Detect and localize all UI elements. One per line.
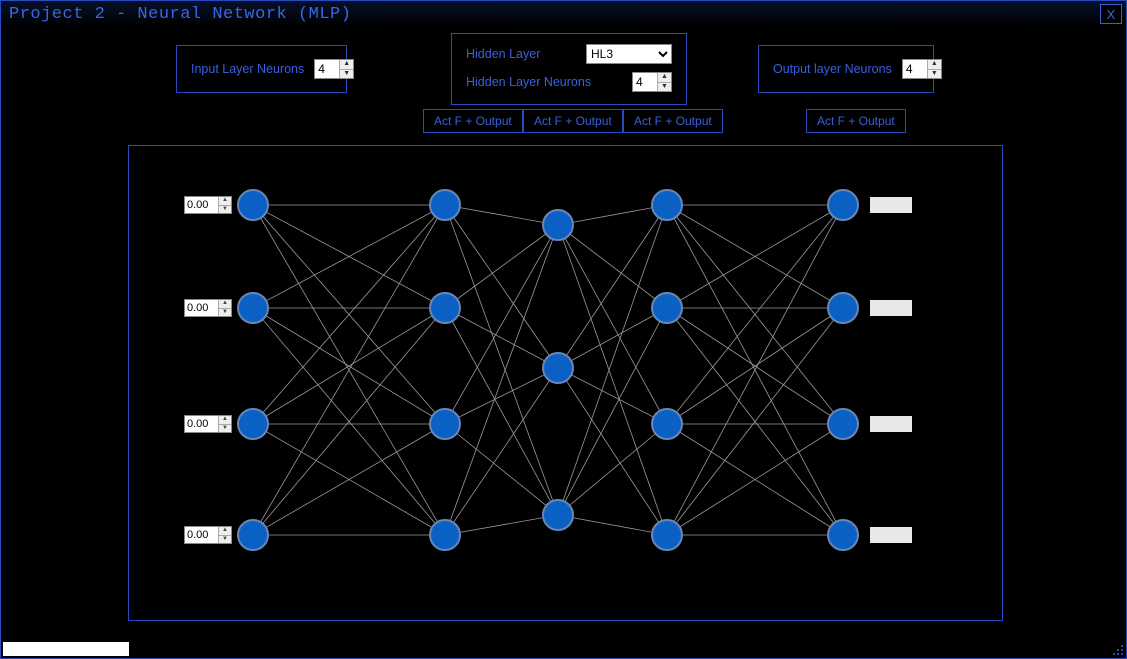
step-up-icon[interactable]: ▲ <box>219 197 231 206</box>
controls-row: Input Layer Neurons ▲▼ Hidden Layer HL3 … <box>1 33 1126 107</box>
hidden-neurons-label: Hidden Layer Neurons <box>466 75 591 89</box>
input-value-stepper[interactable]: ▲▼ <box>184 415 232 433</box>
neuron-node <box>652 409 682 439</box>
neuron-node <box>828 520 858 550</box>
input-layer-panel: Input Layer Neurons ▲▼ <box>176 45 347 93</box>
edge <box>558 225 667 308</box>
input-value-field[interactable] <box>185 416 218 432</box>
edge <box>445 205 558 225</box>
neuron-node <box>543 353 573 383</box>
input-value-stepper[interactable]: ▲▼ <box>184 196 232 214</box>
input-value-stepper[interactable]: ▲▼ <box>184 299 232 317</box>
stepper-buttons[interactable]: ▲▼ <box>218 300 231 316</box>
input-neurons-field[interactable] <box>315 60 339 78</box>
input-value-field[interactable] <box>185 197 218 213</box>
neuron-node <box>543 500 573 530</box>
input-neurons-stepper[interactable]: ▲▼ <box>314 59 354 79</box>
neuron-node <box>828 293 858 323</box>
hidden-layer-label: Hidden Layer <box>466 47 540 61</box>
step-up-icon[interactable]: ▲ <box>219 416 231 425</box>
resize-grip-icon[interactable] <box>1110 642 1124 656</box>
step-up-icon[interactable]: ▲ <box>658 73 671 83</box>
output-neurons-stepper[interactable]: ▲▼ <box>902 59 942 79</box>
output-value-box <box>870 300 912 316</box>
edge <box>445 225 558 535</box>
edge <box>445 368 558 535</box>
output-layer-panel: Output layer Neurons ▲▼ <box>758 45 934 93</box>
edge <box>558 308 667 515</box>
activation-output-button[interactable]: Act F + Output <box>523 109 623 133</box>
step-down-icon[interactable]: ▼ <box>928 70 941 79</box>
network-diagram <box>128 145 1003 621</box>
step-down-icon[interactable]: ▼ <box>219 536 231 544</box>
hidden-neurons-field[interactable] <box>633 73 657 91</box>
step-down-icon[interactable]: ▼ <box>219 425 231 433</box>
stepper-buttons[interactable]: ▲▼ <box>927 60 941 78</box>
stepper-buttons[interactable]: ▲▼ <box>218 527 231 543</box>
edge <box>445 308 558 515</box>
edge <box>558 368 667 424</box>
hidden-layer-select[interactable]: HL3 <box>586 44 672 64</box>
input-value-field[interactable] <box>185 527 218 543</box>
edge <box>558 225 667 424</box>
neuron-node <box>828 190 858 220</box>
neuron-node <box>238 190 268 220</box>
stepper-buttons[interactable]: ▲▼ <box>218 197 231 213</box>
neuron-node <box>828 409 858 439</box>
step-down-icon[interactable]: ▼ <box>340 70 353 79</box>
neuron-node <box>543 210 573 240</box>
output-value-box <box>870 197 912 213</box>
edge <box>558 205 667 515</box>
neuron-node <box>652 520 682 550</box>
app-window: Project 2 - Neural Network (MLP) X Input… <box>0 0 1127 659</box>
neuron-node <box>430 293 460 323</box>
edge <box>445 205 558 368</box>
stepper-buttons[interactable]: ▲▼ <box>218 416 231 432</box>
step-up-icon[interactable]: ▲ <box>219 300 231 309</box>
title-bar: Project 2 - Neural Network (MLP) X <box>1 1 1126 27</box>
status-progress <box>3 642 129 656</box>
window-title: Project 2 - Neural Network (MLP) <box>9 5 351 24</box>
neuron-node <box>238 409 268 439</box>
output-value-box <box>870 416 912 432</box>
output-value-box <box>870 527 912 543</box>
edge <box>558 225 667 535</box>
input-value-field[interactable] <box>185 300 218 316</box>
neuron-node <box>238 520 268 550</box>
edge <box>558 205 667 368</box>
step-up-icon[interactable]: ▲ <box>219 527 231 536</box>
hidden-neurons-stepper[interactable]: ▲▼ <box>632 72 672 92</box>
neuron-node <box>652 293 682 323</box>
neuron-node <box>430 409 460 439</box>
edge <box>445 225 558 424</box>
edge <box>558 205 667 225</box>
activation-output-button[interactable]: Act F + Output <box>423 109 523 133</box>
step-up-icon[interactable]: ▲ <box>340 60 353 70</box>
edge <box>558 368 667 535</box>
hidden-layer-panel: Hidden Layer HL3 Hidden Layer Neurons ▲▼ <box>451 33 687 105</box>
neuron-node <box>430 520 460 550</box>
neuron-node <box>430 190 460 220</box>
edge <box>445 205 558 515</box>
step-down-icon[interactable]: ▼ <box>219 206 231 214</box>
neuron-node <box>652 190 682 220</box>
edge <box>558 515 667 535</box>
activation-output-button[interactable]: Act F + Output <box>806 109 906 133</box>
step-down-icon[interactable]: ▼ <box>658 83 671 92</box>
input-value-stepper[interactable]: ▲▼ <box>184 526 232 544</box>
edge <box>445 515 558 535</box>
stepper-buttons[interactable]: ▲▼ <box>339 60 353 78</box>
close-button[interactable]: X <box>1100 4 1122 24</box>
neuron-node <box>238 293 268 323</box>
output-neurons-field[interactable] <box>903 60 927 78</box>
activation-output-button[interactable]: Act F + Output <box>623 109 723 133</box>
edge <box>445 225 558 308</box>
input-neurons-label: Input Layer Neurons <box>191 62 304 76</box>
edge <box>445 368 558 424</box>
output-neurons-label: Output layer Neurons <box>773 62 892 76</box>
step-up-icon[interactable]: ▲ <box>928 60 941 70</box>
stepper-buttons[interactable]: ▲▼ <box>657 73 671 91</box>
activation-buttons-row: Act F + OutputAct F + OutputAct F + Outp… <box>1 109 1126 137</box>
step-down-icon[interactable]: ▼ <box>219 309 231 317</box>
